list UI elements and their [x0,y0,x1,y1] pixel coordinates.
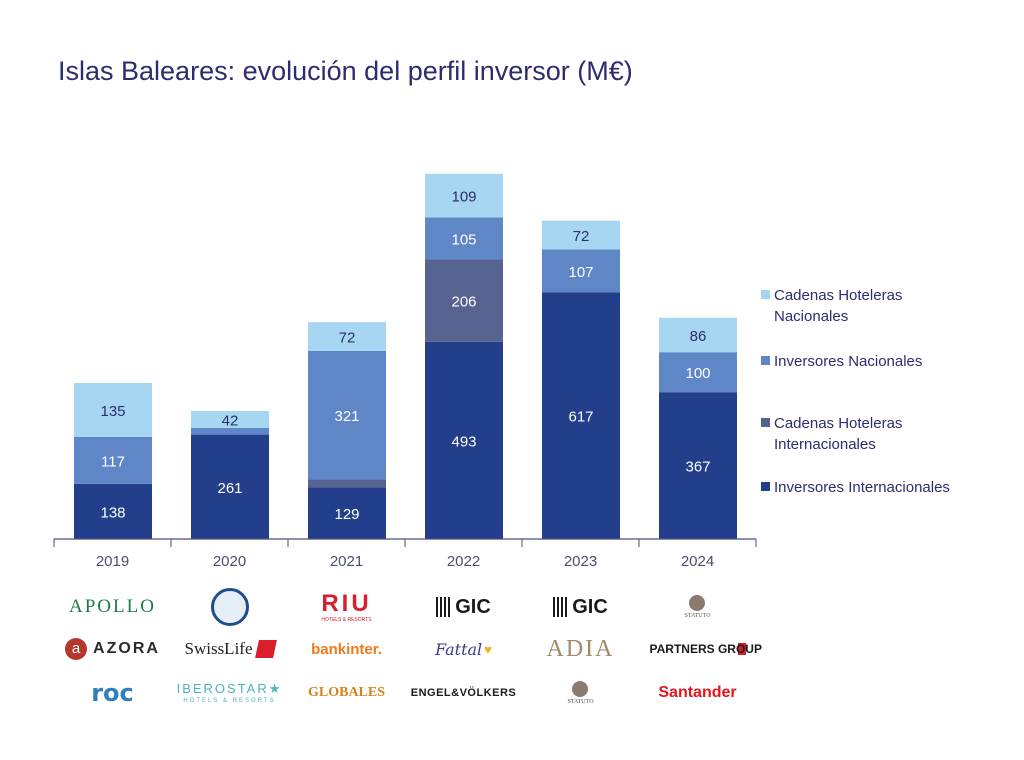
data-label: 206 [451,294,476,311]
legend-swatch [761,356,770,365]
bar-segment [74,383,152,437]
x-tick-label: 2021 [330,553,363,570]
data-label: 72 [573,228,590,245]
data-label: 72 [339,330,356,347]
data-label: 107 [568,264,593,281]
bankinter-logo: bankinter. [311,640,382,658]
bar-segment [659,392,737,539]
legend-swatch [761,482,770,491]
bar-segment [425,341,503,539]
iberostar-logo: IBEROSTAR★ HOTELS & RESORTS [176,681,283,704]
data-label: 135 [100,403,125,420]
data-label: 109 [451,189,476,206]
legend-label: Cadenas Hoteleras [774,415,902,432]
santander-logo: Santander [658,684,737,701]
data-label: 129 [334,506,359,523]
bar-segment [659,352,737,393]
data-label: 138 [100,504,125,521]
roc-logo: roc [91,679,134,707]
bar-segment [74,483,152,539]
legend-label: Cadenas Hoteleras [774,287,902,304]
emin-capital-logo [171,588,288,626]
fattal-logo: Fattal ♥ [435,639,492,659]
partners-group-logo: PARTNERS GROUP [649,642,762,656]
adia-logo: ADIA [546,635,615,662]
data-label: 367 [685,459,710,476]
page-title: Islas Baleares: evolución del perfil inv… [58,56,633,86]
legend-swatch [761,418,770,427]
bar-segment [542,220,620,250]
engel-volkers-logo: ENGEL&VÖLKERS [410,687,517,699]
x-tick-label: 2023 [564,553,597,570]
bar-segment [425,173,503,218]
bar-segment [425,217,503,260]
apollo-logo: APOLLO [69,596,156,617]
bar-segment [425,259,503,342]
legend-label: Internacionales [774,436,876,453]
data-label: 617 [568,409,593,426]
data-label: 493 [451,433,476,450]
gic-logo: GIC [405,588,522,626]
legend-label: Inversores Nacionales [774,353,922,370]
x-tick-label: 2022 [447,553,480,570]
gic-logo: GIC [522,588,639,626]
globales-logo: GLOBALES [307,685,386,700]
legend-label: Inversores Internacionales [774,479,950,496]
bar-segment [308,487,386,539]
legend-label: Nacionales [774,308,848,325]
statuto-logo: STATUTO [522,674,639,712]
data-label: 86 [690,328,707,345]
x-tick-label: 2024 [681,553,714,570]
bar-segment [308,351,386,480]
riu-logo: RIU HOTELS & RESORTS [321,589,372,623]
bar-segment [542,292,620,539]
bar-segment [191,411,269,428]
azora-logo: a AZORA [54,630,171,668]
bar-segment [308,322,386,351]
swisslife-logo: SwissLife [171,630,288,668]
x-tick-label: 2020 [213,553,246,570]
x-tick-label: 2019 [96,553,129,570]
data-label: 100 [685,365,710,382]
data-label: 321 [334,408,359,425]
bar-segment [191,434,269,539]
bar-segment [191,427,269,435]
bar-segment [659,317,737,353]
data-label: 117 [101,453,125,470]
data-label: 42 [222,412,239,429]
bar-segment [74,437,152,484]
data-label: 105 [451,231,476,248]
statuto-logo: STATUTO [639,588,756,626]
bar-segment [308,479,386,488]
bar-segment [542,249,620,293]
data-label: 261 [217,480,242,497]
legend-swatch [761,290,770,299]
